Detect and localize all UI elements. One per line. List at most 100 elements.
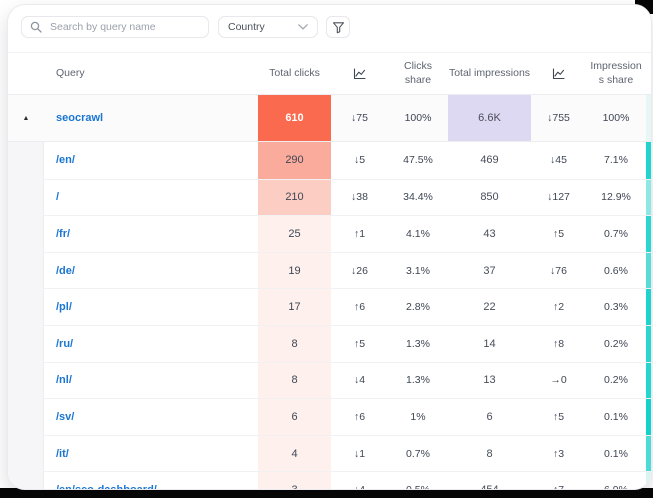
row-gutter: ▲	[8, 95, 44, 141]
clicks-share-cell: 4.1%	[388, 215, 448, 252]
table-row[interactable]: /sv/ 6 ↑6 1% 6 ↑5 0.1%	[8, 398, 651, 435]
impressions-share-cell: 0.2%	[586, 361, 646, 399]
table-row[interactable]: /ru/ 8 ↑5 1.3% 14 ↑8 0.2%	[8, 324, 651, 362]
share-heat-strip	[646, 471, 651, 489]
query-cell: /it/	[44, 434, 258, 472]
clicks-trend-cell: ↓75	[351, 112, 368, 124]
table-row[interactable]: ▲ seocrawl 610 ↓75 100% 6.6K ↓755 100%	[8, 95, 651, 142]
header-total-clicks[interactable]: Total clicks	[269, 66, 320, 79]
query-cell: /en/	[44, 142, 258, 179]
impressions-share-cell: 0.7%	[586, 215, 646, 252]
share-heat-strip	[646, 215, 651, 252]
header-clicks-trend[interactable]	[331, 67, 388, 80]
search-icon	[30, 21, 42, 33]
window-bottom-edge	[0, 488, 653, 498]
total-impressions-cell: 469	[480, 154, 499, 167]
header-impressions-trend[interactable]	[531, 67, 586, 80]
chevron-down-icon	[298, 24, 308, 30]
total-clicks-cell: 25	[258, 215, 331, 252]
impressions-trend-cell: ↑7	[531, 471, 586, 489]
query-cell: /de/	[44, 251, 258, 289]
share-heat-strip	[646, 95, 651, 141]
query-link[interactable]: /de/	[56, 264, 75, 277]
total-clicks-cell: 19	[258, 251, 331, 289]
search-input[interactable]	[48, 20, 200, 34]
total-clicks-cell: 210	[258, 178, 331, 216]
clicks-share-cell: 34.4%	[388, 178, 448, 216]
table-row[interactable]: /pl/ 17 ↑6 2.8% 22 ↑2 0.3%	[8, 288, 651, 325]
query-cell: seocrawl	[44, 95, 258, 141]
row-gutter	[8, 251, 44, 289]
query-link[interactable]: /it/	[56, 447, 69, 460]
clicks-share-cell: 3.1%	[388, 251, 448, 289]
row-gutter	[8, 324, 44, 362]
row-gutter	[8, 398, 44, 435]
clicks-trend-cell: ↑5	[331, 324, 388, 362]
clicks-share-cell: 1.3%	[388, 361, 448, 399]
total-impressions-cell: 850	[448, 178, 531, 216]
header-query[interactable]: Query	[56, 66, 85, 79]
query-link[interactable]: /nl/	[56, 374, 72, 387]
country-dropdown[interactable]: Country	[218, 16, 318, 38]
row-gutter	[8, 142, 44, 179]
impressions-trend-cell: ↑5	[531, 398, 586, 435]
table-row[interactable]: /it/ 4 ↓1 0.7% 8 ↑3 0.1%	[8, 434, 651, 472]
country-dropdown-label: Country	[228, 21, 265, 33]
query-link[interactable]: seocrawl	[56, 112, 104, 124]
query-link[interactable]: /ru/	[56, 337, 74, 350]
clicks-share-cell: 100%	[404, 112, 432, 124]
total-clicks-cell: 3	[258, 471, 331, 489]
impressions-share-cell: 6.9%	[586, 471, 646, 489]
query-link[interactable]: /	[56, 191, 60, 204]
impressions-share-cell: 0.2%	[586, 324, 646, 362]
clicks-trend-cell: ↑6	[331, 288, 388, 325]
query-cell: /ru/	[44, 324, 258, 362]
table-row[interactable]: /en/seo-dashboard/ 3 ↓4 0.5% 454 ↑7 6.9%	[8, 471, 651, 489]
clicks-share-cell: 0.5%	[388, 471, 448, 489]
clicks-share-cell: 47.5%	[403, 154, 433, 167]
table-row[interactable]: /fr/ 25 ↑1 4.1% 43 ↑5 0.7%	[8, 215, 651, 252]
clicks-trend-cell: ↓4	[331, 471, 388, 489]
table-row[interactable]: /nl/ 8 ↓4 1.3% 13 →0 0.2%	[8, 361, 651, 399]
query-link[interactable]: /en/	[56, 154, 75, 167]
share-heat-strip	[646, 288, 651, 325]
impressions-trend-cell: ↓45	[550, 154, 567, 167]
share-heat-strip	[646, 361, 651, 399]
query-link[interactable]: /pl/	[56, 301, 72, 314]
impressions-trend-cell: ↑8	[531, 324, 586, 362]
total-clicks-cell: 4	[258, 434, 331, 472]
total-impressions-cell: 43	[448, 215, 531, 252]
impressions-trend-cell: ↑3	[531, 434, 586, 472]
impressions-trend-cell: →0	[531, 361, 586, 399]
query-link[interactable]: /en/seo-dashboard/	[56, 484, 157, 489]
query-link[interactable]: /fr/	[56, 227, 71, 240]
impressions-trend-cell: ↑2	[531, 288, 586, 325]
total-clicks-cell: 8	[258, 324, 331, 362]
table-row[interactable]: /de/ 19 ↓26 3.1% 37 ↓76 0.6%	[8, 251, 651, 289]
clicks-share-cell: 1%	[388, 398, 448, 435]
header-clicks-share[interactable]: Clicks share	[404, 59, 432, 86]
total-clicks-cell: 8	[258, 361, 331, 399]
clicks-trend-cell: ↓5	[353, 154, 366, 167]
clicks-trend-cell: ↑1	[331, 215, 388, 252]
clicks-trend-cell: ↓26	[331, 251, 388, 289]
search-box[interactable]	[21, 16, 209, 38]
total-impressions-cell: 6	[448, 398, 531, 435]
query-link[interactable]: /sv/	[56, 410, 75, 423]
query-cell: /fr/	[44, 215, 258, 252]
share-heat-strip	[646, 324, 651, 362]
header-impressions-share[interactable]: Impressions share	[590, 59, 642, 86]
table-header-row: Query Total clicks Clicks share Total im…	[8, 52, 651, 95]
share-heat-strip	[646, 142, 651, 179]
total-impressions-cell: 22	[448, 288, 531, 325]
clicks-trend-cell: ↓1	[331, 434, 388, 472]
query-cell: /pl/	[44, 288, 258, 325]
header-total-impressions[interactable]: Total impressions	[448, 66, 531, 79]
table-row[interactable]: /en/ 290 ↓5 47.5% 469 ↓45 7.1%	[8, 142, 651, 179]
share-heat-strip	[646, 178, 651, 216]
expander-icon[interactable]: ▲	[22, 114, 30, 122]
impressions-trend-cell: ↓127	[531, 178, 586, 216]
row-gutter	[8, 361, 44, 399]
table-row[interactable]: / 210 ↓38 34.4% 850 ↓127 12.9%	[8, 178, 651, 216]
filter-button[interactable]	[326, 16, 350, 38]
